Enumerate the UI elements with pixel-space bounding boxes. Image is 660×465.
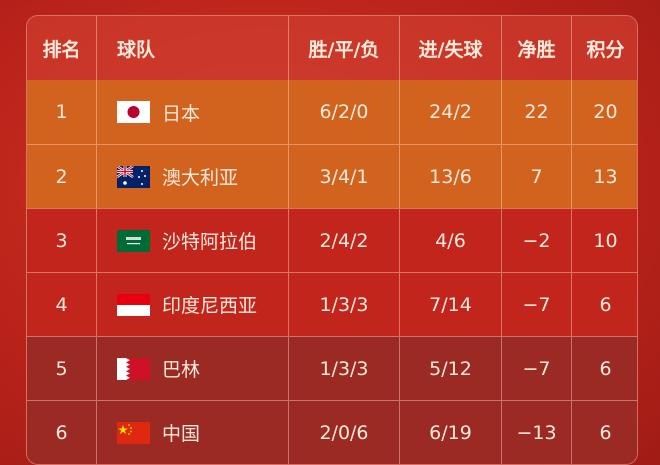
goal-diff-cell: −2 — [501, 209, 571, 272]
goal-diff-cell: −13 — [501, 401, 571, 464]
wdl-cell: 3/4/1 — [288, 145, 399, 208]
table-row: 3 沙特阿拉伯 2/4/2 4/6 −2 10 — [27, 208, 637, 272]
points-cell: 6 — [571, 273, 637, 336]
saudi-arabia-flag-icon — [117, 229, 150, 252]
wdl-cell: 2/0/6 — [288, 401, 399, 464]
points-cell: 10 — [571, 209, 637, 272]
team-cell: 印度尼西亚 — [96, 273, 288, 336]
goals-cell: 6/19 — [399, 401, 501, 464]
header-rank: 排名 — [42, 38, 81, 61]
team-name: 日本 — [162, 102, 201, 125]
australia-flag-icon — [116, 164, 150, 188]
header-points: 积分 — [571, 16, 637, 80]
table-header: 排名 球队 胜/平/负 进/失球 净胜 积分 — [27, 16, 637, 80]
indonesia-flag-icon — [117, 293, 150, 316]
team-cell: 日本 — [96, 80, 288, 144]
team-name: 印度尼西亚 — [162, 295, 258, 317]
points-cell: 20 — [571, 80, 637, 144]
table-row: 5 巴林 1/3/3 5/12 −7 6 — [27, 336, 637, 400]
goal-diff-cell: 7 — [501, 145, 571, 208]
team-name: 巴林 — [162, 359, 201, 381]
table-row: 2 澳大利亚 3/4/1 13/6 7 13 — [27, 144, 637, 208]
header-team: 球队 — [96, 16, 288, 80]
china-flag-icon — [117, 421, 150, 444]
team-cell: 澳大利亚 — [96, 145, 288, 208]
team-name: 澳大利亚 — [162, 167, 239, 189]
goals-cell: 4/6 — [399, 209, 501, 272]
goal-diff-cell: −7 — [501, 273, 571, 336]
header-goal-diff: 净胜 — [501, 16, 571, 80]
goal-diff-cell: 22 — [501, 80, 571, 144]
goals-cell: 7/14 — [399, 273, 501, 336]
rank-cell: 3 — [55, 229, 68, 252]
rank-cell: 2 — [55, 165, 68, 188]
goals-cell: 24/2 — [399, 80, 501, 144]
header-wdl: 胜/平/负 — [288, 16, 399, 80]
team-cell: 沙特阿拉伯 — [96, 209, 288, 272]
wdl-cell: 1/3/3 — [288, 337, 399, 400]
header-goals: 进/失球 — [399, 16, 501, 80]
rank-cell: 6 — [55, 421, 68, 444]
rank-cell: 1 — [55, 101, 68, 123]
points-cell: 6 — [571, 401, 637, 464]
points-cell: 6 — [571, 337, 637, 400]
team-name: 中国 — [162, 423, 201, 445]
team-name: 沙特阿拉伯 — [162, 231, 258, 253]
wdl-cell: 1/3/3 — [288, 273, 399, 336]
table-row: 4 印度尼西亚 1/3/3 7/14 −7 6 — [27, 272, 637, 336]
standings-table: 排名 球队 胜/平/负 进/失球 净胜 积分 1 日本 6/2/0 24/2 2… — [26, 15, 638, 465]
rank-cell: 4 — [55, 293, 68, 316]
points-cell: 13 — [571, 145, 637, 208]
wdl-cell: 2/4/2 — [288, 209, 399, 272]
goal-diff-cell: −7 — [501, 337, 571, 400]
table-row: 6 中国 2/0/6 6/19 −13 6 — [27, 400, 637, 464]
team-cell: 巴林 — [96, 337, 288, 400]
goals-cell: 5/12 — [399, 337, 501, 400]
japan-flag-icon — [117, 101, 150, 123]
table-row: 1 日本 6/2/0 24/2 22 20 — [27, 80, 637, 144]
goals-cell: 13/6 — [399, 145, 501, 208]
rank-cell: 5 — [55, 357, 68, 380]
team-cell: 中国 — [96, 401, 288, 464]
bahrain-flag-icon — [117, 357, 150, 380]
wdl-cell: 6/2/0 — [288, 80, 399, 144]
